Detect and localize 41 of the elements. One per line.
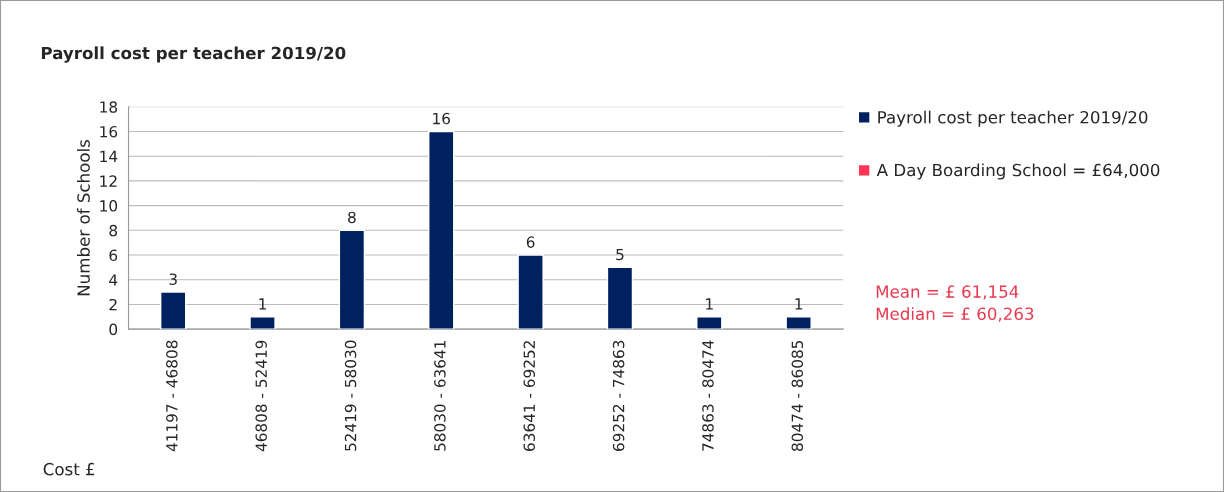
bar — [785, 316, 812, 330]
x-tick-label: 52419 - 58030 — [344, 340, 357, 451]
x-tick-label: 41197 - 46808 — [166, 340, 178, 452]
y-tick-label: 16 — [100, 125, 118, 138]
bar — [249, 316, 276, 330]
bar — [517, 254, 544, 330]
y-tick-label: 14 — [100, 150, 118, 162]
data-label: 1 — [259, 298, 266, 310]
y-tick-label: 0 — [109, 323, 118, 336]
y-tick-label: 6 — [109, 249, 118, 262]
y-tick-label: 8 — [109, 224, 118, 237]
x-tick-label: 69252 - 74863 — [612, 340, 625, 451]
x-tick-label: 58030 - 63641 — [434, 340, 446, 451]
data-label: 5 — [616, 248, 624, 261]
x-tick-label: 46808 - 52419 — [255, 340, 267, 452]
data-label: 16 — [433, 112, 451, 125]
y-tick-label: 18 — [100, 101, 118, 113]
text: Mean = £ 61,154 — [876, 285, 1019, 300]
bar — [606, 266, 634, 330]
data-label: 6 — [526, 236, 535, 248]
bar — [428, 130, 455, 330]
chart-title: Payroll cost per teacher 2019/20 — [41, 46, 346, 63]
x-tick-label: 80474 - 86085 — [791, 340, 804, 451]
y-tick-label: 4 — [109, 274, 118, 286]
bar — [338, 229, 366, 330]
legend-label: Payroll cost per teacher 2019/20 — [878, 110, 1148, 127]
data-label: 1 — [706, 298, 713, 310]
y-axis-title: Number of Schools — [76, 139, 90, 296]
y-tick-label: 2 — [109, 298, 117, 311]
y-tick-label: 12 — [100, 175, 117, 187]
x-tick-label: 63641 - 69252 — [523, 341, 536, 451]
x-tick-label: 74863 - 80474 — [702, 340, 714, 451]
legend-label: A Day Boarding School = £64,000 — [876, 163, 1160, 180]
data-label: 8 — [348, 211, 356, 224]
data-label: 1 — [795, 298, 803, 310]
bar — [696, 316, 723, 330]
bar — [159, 291, 187, 330]
x-axis-title: Cost £ — [43, 462, 95, 476]
y-tick-label: 10 — [100, 200, 118, 212]
text: Median = £ 60,263 — [876, 307, 1034, 322]
data-label: 3 — [169, 273, 177, 285]
